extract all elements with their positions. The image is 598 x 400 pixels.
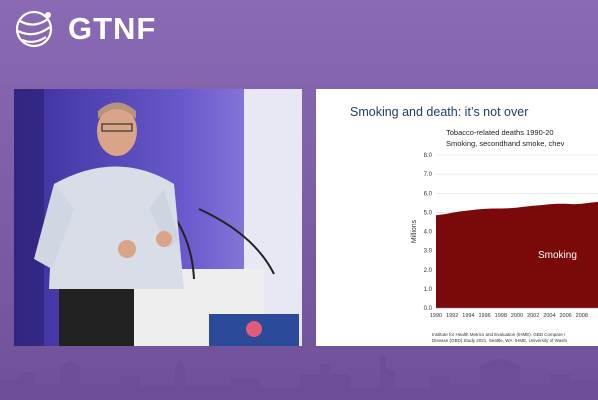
- y-tick-label: 4.0: [424, 230, 433, 236]
- presentation-slide: Smoking and death: it’s not over Tobacco…: [316, 89, 598, 346]
- smoking-area-series: [436, 201, 598, 308]
- y-axis-label: Millions: [411, 219, 418, 243]
- slide-title: Smoking and death: it’s not over: [350, 105, 529, 119]
- y-tick-label: 5.0: [424, 210, 433, 216]
- x-tick-label: 2004: [543, 313, 555, 319]
- gtnf-logo: GTNF: [12, 8, 156, 50]
- y-tick-label: 1.0: [424, 287, 433, 293]
- y-tick-label: 6.0: [424, 191, 433, 197]
- x-tick-label: 1990: [430, 313, 442, 319]
- speaker-video: [14, 89, 302, 346]
- x-tick-label: 2002: [527, 313, 539, 319]
- x-tick-label: 1994: [462, 313, 474, 319]
- y-tick-label: 7.0: [424, 172, 433, 178]
- city-skyline-decoration: [0, 356, 598, 400]
- x-tick-label: 2000: [511, 313, 523, 319]
- deaths-area-chart: 0.0 1.0 2.0 3.0 4.0 5.0 6.0 7.0 8.0 Millions Smoki…: [411, 153, 598, 319]
- x-tick-label: 1992: [446, 313, 458, 319]
- citation-line2: Disease (GBD) Study 2021. Seattle, WA: I…: [432, 338, 567, 343]
- x-tick-label: 2006: [559, 313, 571, 319]
- brand-name: GTNF: [68, 11, 157, 46]
- y-tick-label: 0.0: [424, 306, 433, 312]
- y-tick-label: 2.0: [424, 268, 433, 274]
- globe-logo-icon: [15, 10, 53, 48]
- speaker-video-frame: [14, 89, 302, 346]
- chart-title-line2: Smoking, secondhand smoke, chev: [446, 139, 565, 148]
- x-tick-label: 1998: [495, 313, 507, 319]
- x-tick-label: 2008: [576, 313, 588, 319]
- x-tick-label: 1996: [478, 313, 490, 319]
- y-tick-label: 3.0: [424, 249, 433, 255]
- citation-line1: Institute for Health Metrics and Evaluat…: [432, 332, 566, 337]
- y-tick-label: 8.0: [424, 153, 433, 159]
- series-label-smoking: Smoking: [538, 250, 577, 261]
- chart-title: Tobacco-related deaths 1990-20 Smoking, …: [446, 127, 564, 149]
- chart-title-line1: Tobacco-related deaths 1990-20: [446, 128, 554, 137]
- citation: Institute for Health Metrics and Evaluat…: [432, 332, 567, 344]
